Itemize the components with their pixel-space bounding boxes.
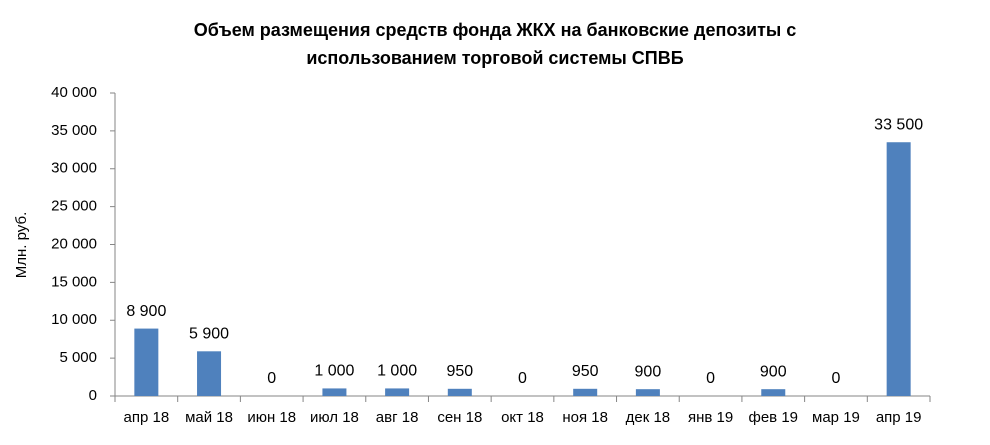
y-tick-label: 15 000 [51, 273, 97, 290]
x-tick-label: мар 19 [812, 409, 860, 426]
value-label: 950 [572, 363, 599, 380]
y-tick-label: 0 [89, 387, 97, 404]
bar [447, 388, 472, 396]
y-tick-label: 10 000 [51, 311, 97, 328]
y-tick-label: 25 000 [51, 198, 97, 215]
value-label: 1 000 [314, 363, 354, 380]
bar [322, 388, 347, 396]
x-tick-label: май 18 [185, 409, 233, 426]
value-label: 0 [518, 370, 527, 387]
y-tick-label: 5 000 [59, 349, 97, 366]
value-label: 900 [635, 363, 662, 380]
value-label: 0 [706, 370, 715, 387]
value-label: 1 000 [377, 363, 417, 380]
bar [573, 388, 598, 396]
y-tick-label: 35 000 [51, 122, 97, 139]
x-tick-label: окт 18 [501, 409, 544, 426]
chart-title: Объем размещения средств фонда ЖКХ на ба… [193, 20, 797, 68]
y-axis-label: Млн. руб. [13, 212, 30, 278]
value-label: 900 [760, 363, 787, 380]
x-tick-label: дек 18 [626, 409, 671, 426]
bar [761, 389, 786, 396]
value-label: 8 900 [126, 303, 166, 320]
bar [886, 142, 911, 396]
x-tick-label: фев 19 [749, 409, 799, 426]
x-tick-label: сен 18 [437, 409, 482, 426]
x-tick-label: апр 19 [876, 409, 922, 426]
x-tick-label: июл 18 [310, 409, 359, 426]
y-tick-label: 30 000 [51, 160, 97, 177]
bar [134, 328, 159, 396]
value-label: 5 900 [189, 326, 229, 343]
x-tick-label: июн 18 [247, 409, 296, 426]
value-label: 950 [446, 363, 473, 380]
x-tick-label: авг 18 [376, 409, 419, 426]
bar [385, 388, 410, 396]
bar [635, 389, 660, 396]
value-label: 0 [832, 370, 841, 387]
x-tick-label: апр 18 [124, 409, 170, 426]
value-label: 33 500 [874, 116, 923, 133]
x-tick-label: ноя 18 [562, 409, 608, 426]
y-tick-label: 40 000 [51, 84, 97, 101]
bar [197, 351, 222, 396]
y-tick-label: 20 000 [51, 235, 97, 252]
x-tick-label: янв 19 [688, 409, 733, 426]
value-label: 0 [267, 370, 276, 387]
